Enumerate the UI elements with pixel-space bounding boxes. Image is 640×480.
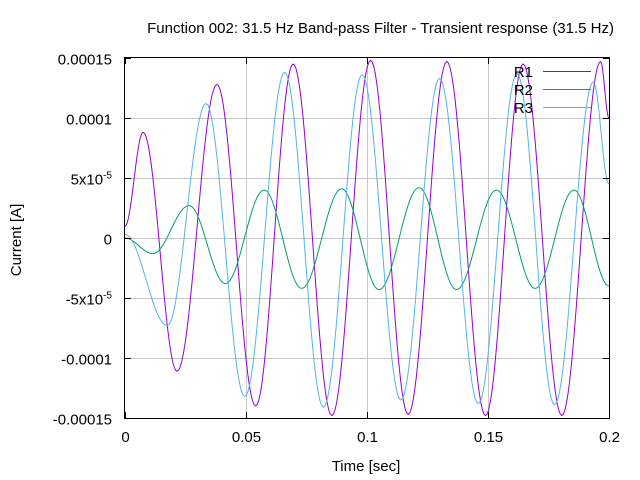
x-axis: 0 0.05 0.1 0.15 0.2 — [121, 58, 620, 446]
series-line-r1 — [124, 59, 610, 417]
chart-title: Function 002: 31.5 Hz Band-pass Filter -… — [147, 20, 614, 37]
y-tick-label: -0.00015 — [53, 412, 112, 429]
grid — [125, 58, 609, 418]
y-tick-label: 0 — [104, 232, 112, 249]
y-tick-label: 0.00015 — [58, 52, 112, 69]
y-tick-label: 5x10-5 — [71, 171, 113, 189]
series-line-r3 — [124, 71, 610, 408]
legend-label-r1: R1 — [514, 64, 533, 81]
plot-border — [124, 57, 610, 419]
y-tick-exponent: -5 — [103, 171, 112, 182]
x-tick-label: 0.05 — [232, 429, 261, 446]
series-line-r2 — [124, 187, 610, 291]
y-axis: 0.00015 0.0001 5x10-5 0 -5x10-5 -0.0001 -0.000… — [53, 52, 609, 429]
x-tick-label: 0.1 — [357, 429, 378, 446]
legend-label-r2: R2 — [514, 82, 533, 99]
x-tick-label: 0.2 — [599, 429, 620, 446]
y-tick-label: -0.0001 — [61, 352, 112, 369]
plot-area — [124, 59, 610, 417]
y-tick-exponent: -5 — [103, 291, 112, 302]
x-tick-label: 0.15 — [474, 429, 503, 446]
y-axis-label: Current [A] — [8, 204, 25, 277]
x-tick-label: 0 — [121, 429, 129, 446]
x-axis-label: Time [sec] — [332, 458, 401, 475]
y-tick-label: -5x10-5 — [66, 291, 113, 309]
legend-label-r3: R3 — [514, 100, 533, 117]
y-tick-label: 0.0001 — [66, 112, 112, 129]
